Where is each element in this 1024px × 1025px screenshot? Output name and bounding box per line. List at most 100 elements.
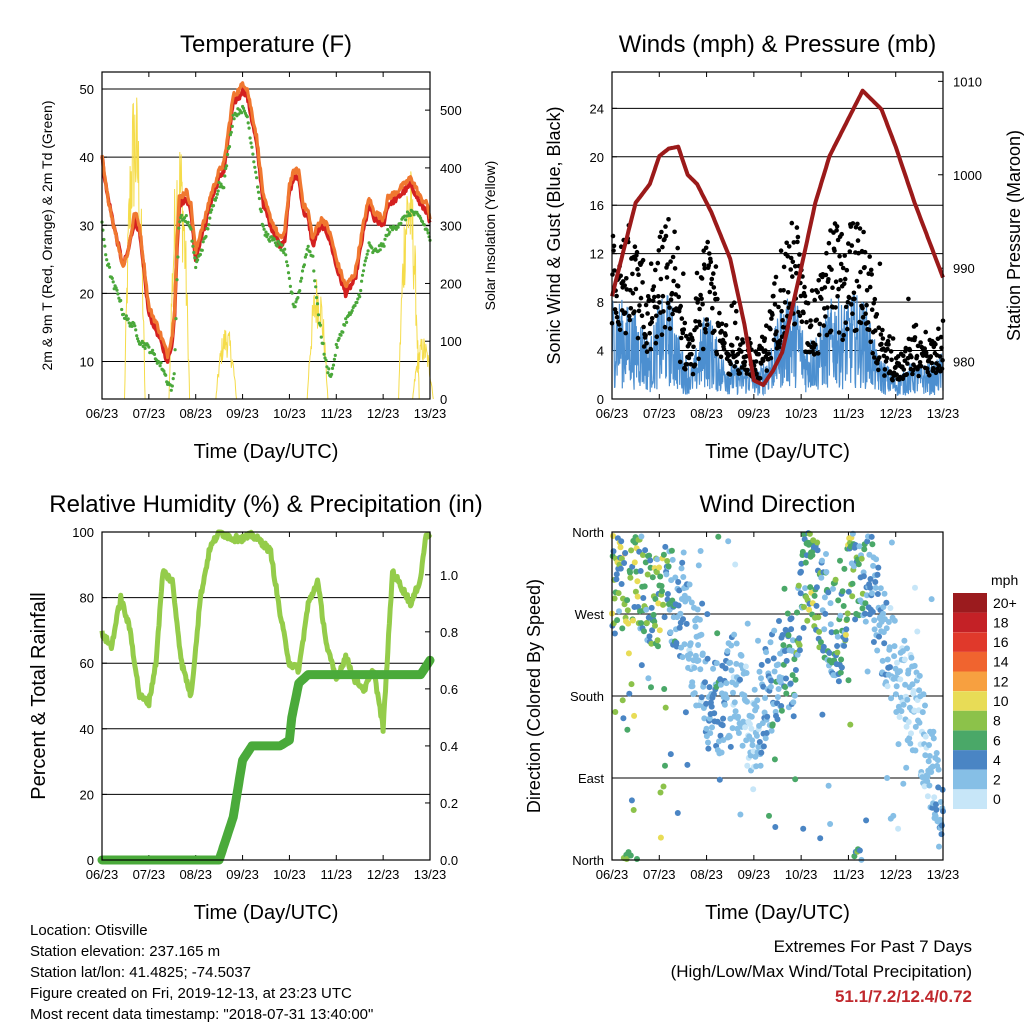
gust-point — [916, 373, 921, 379]
gust-point — [665, 300, 671, 306]
dewpoint-point — [383, 237, 387, 241]
gust-point — [707, 289, 713, 295]
y-tick-label: 10 — [80, 355, 94, 370]
gust-point — [700, 346, 706, 352]
direction-point — [801, 604, 807, 610]
direction-point — [842, 636, 849, 643]
legend-label: 4 — [993, 752, 1001, 768]
y-tick-label: 30 — [80, 218, 94, 233]
y-tick-label: South — [570, 689, 604, 704]
direction-point — [884, 656, 891, 663]
gust-point — [858, 320, 864, 326]
direction-point — [911, 707, 918, 714]
gust-point — [672, 266, 678, 271]
direction-point — [794, 651, 801, 658]
gust-point — [874, 312, 880, 317]
gust-point — [683, 366, 688, 372]
dewpoint-point — [232, 117, 236, 121]
gust-point — [907, 347, 913, 353]
y-tick-label: 20 — [80, 286, 94, 301]
direction-point — [922, 702, 928, 709]
gust-point — [622, 310, 628, 316]
dewpoint-point — [332, 357, 336, 361]
direction-point — [781, 585, 788, 592]
direction-point — [937, 799, 944, 805]
direction-point — [827, 621, 834, 628]
gust-point — [842, 276, 848, 282]
direction-point — [790, 699, 797, 706]
dewpoint-point — [412, 213, 416, 217]
direction-point — [880, 604, 887, 610]
direction-point — [772, 824, 779, 830]
direction-point — [626, 690, 633, 697]
gust-point — [695, 297, 701, 302]
gust-point — [928, 354, 934, 359]
direction-point — [743, 670, 750, 676]
gust-point — [641, 324, 646, 330]
dewpoint-point — [364, 256, 368, 260]
direction-point — [695, 657, 702, 664]
gust-point — [694, 270, 700, 276]
gust-point — [878, 332, 884, 337]
gust-point — [835, 237, 841, 243]
gust-point — [864, 302, 869, 308]
gust-point — [864, 288, 870, 293]
dewpoint-point — [303, 255, 307, 259]
direction-point — [643, 606, 650, 613]
direction-point — [876, 633, 882, 640]
direction-point — [642, 547, 649, 554]
direction-point — [629, 563, 636, 570]
direction-point — [735, 730, 742, 736]
gust-point — [764, 368, 770, 373]
y-tick-label: 80 — [80, 591, 94, 606]
direction-point — [738, 652, 745, 659]
gust-point — [869, 307, 875, 313]
gust-point — [933, 370, 939, 376]
gust-point — [618, 273, 623, 279]
direction-point — [911, 662, 918, 669]
gust-point — [817, 332, 822, 338]
gust-point — [851, 290, 857, 296]
direction-point — [707, 730, 714, 737]
direction-point — [908, 730, 914, 737]
gust-point — [656, 248, 662, 253]
gust-point — [612, 268, 617, 273]
direction-point — [881, 590, 888, 597]
direction-point — [705, 745, 712, 752]
y-tick-label: 0 — [597, 392, 604, 407]
gust-point — [646, 297, 652, 302]
direction-point — [764, 713, 771, 720]
direction-point — [881, 640, 888, 647]
direction-point — [771, 627, 778, 634]
direction-point — [827, 600, 834, 607]
gust-point — [709, 281, 714, 287]
sonic-wind-line — [611, 292, 944, 397]
gust-point — [699, 276, 705, 281]
direction-point — [807, 584, 814, 591]
direction-point — [656, 627, 663, 634]
gust-point — [828, 328, 834, 334]
gust-point — [627, 317, 633, 323]
direction-point — [679, 654, 686, 661]
gust-point — [713, 264, 719, 269]
direction-point — [933, 806, 940, 813]
direction-point — [844, 616, 850, 623]
direction-point — [897, 676, 904, 683]
gust-point — [656, 294, 661, 299]
dewpoint-point — [152, 352, 157, 356]
latlon-text: Station lat/lon: 41.4825; -74.5037 — [30, 964, 252, 981]
dewpoint-point — [404, 218, 408, 222]
dewpoint-point — [302, 263, 306, 267]
direction-point — [779, 632, 786, 638]
direction-point — [695, 562, 702, 569]
direction-point — [619, 625, 626, 632]
gust-point — [846, 241, 851, 246]
gust-point — [774, 329, 779, 334]
dewpoint-point — [296, 296, 300, 300]
direction-point — [936, 843, 942, 850]
gust-point — [833, 279, 839, 285]
gust-point — [655, 260, 661, 266]
x-tick-label: 11/23 — [833, 867, 865, 882]
direction-point — [648, 640, 655, 647]
direction-point — [620, 715, 627, 722]
